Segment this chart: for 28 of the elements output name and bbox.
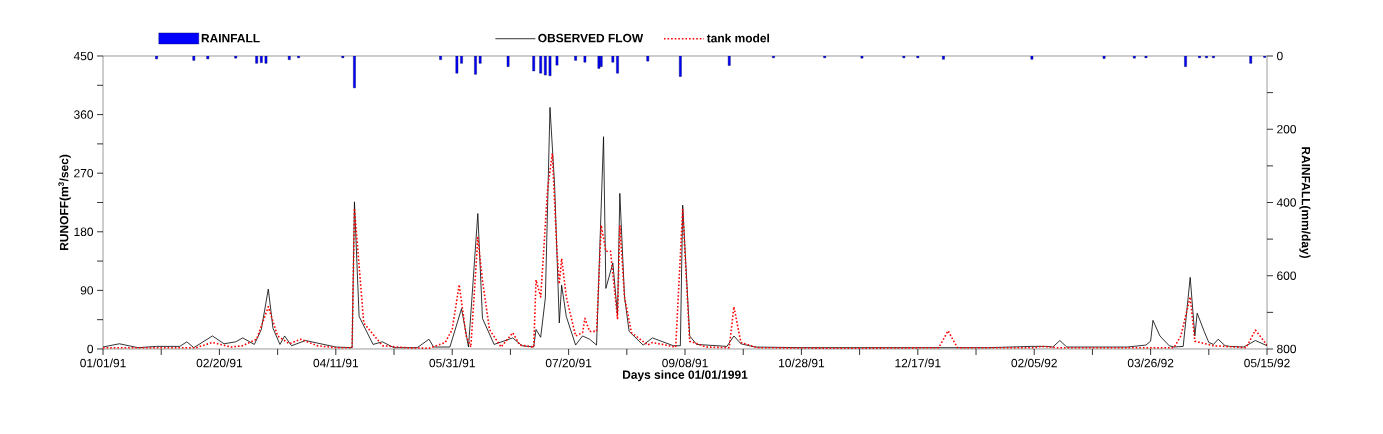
legend-label: OBSERVED FLOW [538,33,644,43]
x-axis-title: Days since 01/01/1991 [623,370,748,382]
legend-label: tank model [706,33,769,43]
y2-tick-label: 200 [1277,125,1297,134]
y2-tick-label: 0 [1277,51,1283,61]
x-tick-label: 07/20/91 [545,358,592,368]
y2-tick-label: 400 [1276,198,1297,207]
x-tick-label: 01/01/91 [80,358,126,368]
x-tick-label: 10/28/91 [779,358,825,368]
y-axis-title: RUNOFF(m$^{3}$/sec) [58,154,71,250]
y-tick-label: 180 [74,227,94,237]
y-tick-label: 270 [74,168,94,178]
x-tick-label: 09/08/91 [662,358,708,368]
x-tick-label: 12/17/91 [895,358,941,368]
x-tick-label: 02/05/92 [1011,358,1057,368]
y2-axis-title: RAINFALL(mm/day) [1299,147,1311,259]
x-tick-label: 02/20/91 [196,358,243,368]
y2-tick-label: 600 [1277,271,1297,280]
legend-label: RAINFALL [201,34,260,43]
y-tick-label: 90 [80,286,94,295]
x-tick-label: 03/26/92 [1127,358,1174,368]
y-tick-label: 0 [87,344,94,354]
x-tick-label: 04/11/91 [313,358,359,368]
y-tick-label: 360 [74,110,94,119]
y-tick-label: 450 [73,51,94,61]
x-tick-label: 05/15/92 [1244,358,1290,368]
x-tick-label: 05/31/91 [429,358,475,368]
y2-tick-label: 800 [1277,344,1297,354]
